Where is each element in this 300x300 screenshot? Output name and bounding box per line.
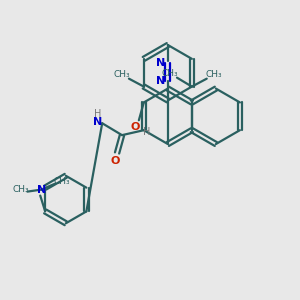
Text: O: O <box>130 122 140 132</box>
Text: CH₃: CH₃ <box>114 70 130 79</box>
Text: O: O <box>110 156 120 166</box>
Text: N: N <box>93 117 102 127</box>
Text: CH₃: CH₃ <box>162 69 178 78</box>
Text: N: N <box>156 76 166 85</box>
Text: CH₃: CH₃ <box>54 177 70 186</box>
Text: H: H <box>143 127 151 137</box>
Text: CH₃: CH₃ <box>12 185 29 194</box>
Text: N: N <box>37 184 46 195</box>
Text: H: H <box>94 109 101 119</box>
Text: CH₃: CH₃ <box>205 70 222 79</box>
Text: N: N <box>156 58 166 68</box>
